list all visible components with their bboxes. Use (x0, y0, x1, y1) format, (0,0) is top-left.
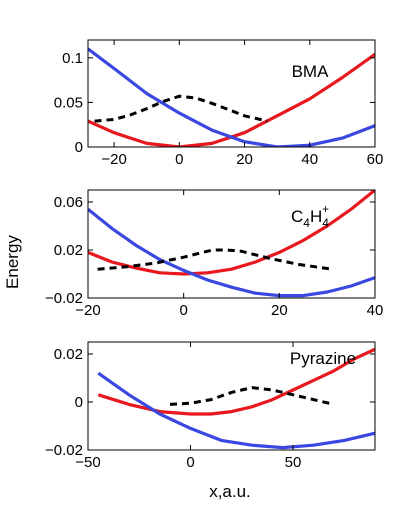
series-line-1 (97, 347, 375, 416)
y-tick-label: −0.02 (45, 290, 83, 307)
x-tick-label: −50 (75, 454, 100, 471)
y-tick-label: 0.02 (54, 242, 83, 259)
y-tick-label: 0.02 (54, 346, 83, 363)
series-line-2 (88, 47, 375, 147)
y-tick-label: −0.02 (45, 442, 83, 459)
series-line-2 (97, 371, 375, 450)
x-tick-label: −20 (101, 151, 126, 168)
x-tick-label: 50 (285, 454, 302, 471)
panel-1: −20 0 20 40 60 0 0.05 0.1 BMA (54, 39, 384, 168)
x-tick-label: 40 (367, 302, 384, 319)
x-tick-label: 0 (175, 151, 183, 168)
series-line-3 (94, 94, 268, 123)
y-tick-label: 0.06 (54, 194, 83, 211)
axes-box (87, 341, 376, 451)
y-tick-label: 0.05 (54, 94, 83, 111)
x-tick-label: 20 (236, 151, 253, 168)
y-axis-label: Energy (3, 235, 22, 289)
y-tick-label: 0 (75, 139, 83, 156)
series-group (88, 47, 375, 147)
series-line-1 (88, 190, 375, 276)
axes-box (87, 189, 376, 299)
series-line-2 (88, 207, 375, 298)
panel-2: −20 0 20 40 −0.02 0.02 0.06 C4H4+ (45, 189, 384, 319)
x-tick-label: 40 (301, 151, 318, 168)
x-tick-label: 0 (179, 302, 187, 319)
y-tick-label: 0 (75, 394, 83, 411)
x-tick-label: 0 (186, 454, 194, 471)
panel-3: −50 0 50 −0.02 0 0.02 Pyrazine (45, 341, 376, 471)
x-tick-label: 60 (367, 151, 384, 168)
series-line-3 (97, 248, 333, 271)
panel-title: Pyrazine (290, 349, 356, 368)
y-tick-label: 0.1 (62, 50, 83, 67)
series-group (88, 190, 375, 298)
x-tick-label: −20 (75, 302, 100, 319)
panel-title: BMA (292, 62, 330, 81)
x-axis-label: x,a.u. (209, 482, 251, 501)
axes-box (87, 39, 376, 148)
series-line-1 (88, 52, 375, 147)
series-group (97, 347, 375, 450)
x-tick-label: 20 (271, 302, 288, 319)
series-line-3 (169, 386, 335, 406)
panel-title: C4H4+ (291, 202, 329, 230)
